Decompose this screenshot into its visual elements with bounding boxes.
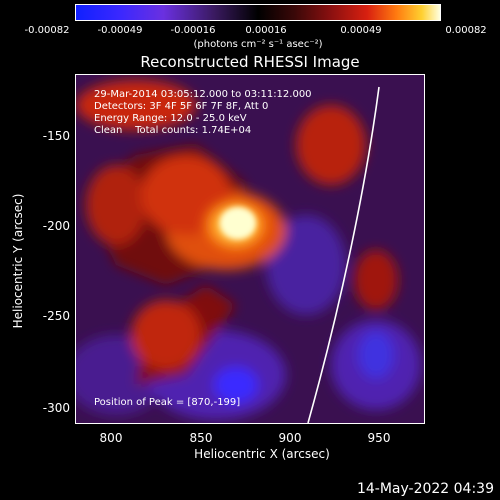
solar-limb <box>307 86 380 423</box>
y-tick: -250 <box>42 309 70 323</box>
energy-range: Energy Range: 12.0 - 25.0 keV <box>94 113 247 124</box>
peak-position: Position of Peak = [870,-199] <box>94 397 241 408</box>
clean-total-counts: Clean Total counts: 1.74E+04 <box>94 125 252 136</box>
colorbar-tick: -0.00049 <box>97 25 143 36</box>
x-tick: 800 <box>99 431 123 445</box>
x-tick: 950 <box>367 431 391 445</box>
colorbar-tick: -0.00016 <box>170 25 216 36</box>
detectors: Detectors: 3F 4F 5F 6F 7F 8F, Att 0 <box>94 101 269 112</box>
time-range: 29-Mar-2014 03:05:12.000 to 03:11:12.000 <box>94 89 312 100</box>
colorbar-units: (photons cm⁻² s⁻¹ asec⁻²) <box>193 39 323 50</box>
x-axis-label: Heliocentric X (arcsec) <box>194 447 330 461</box>
timestamp: 14-May-2022 04:39 <box>356 481 494 497</box>
colorbar <box>75 4 441 21</box>
colorbar-tick: -0.00082 <box>24 25 70 36</box>
y-tick: -150 <box>42 129 70 143</box>
colorbar-tick: 0.00016 <box>245 25 287 36</box>
x-tick: 850 <box>189 431 213 445</box>
y-tick: -300 <box>42 401 70 415</box>
y-tick: -200 <box>42 219 70 233</box>
rhessi-image <box>75 74 425 424</box>
plot-title: Reconstructed RHESSI Image <box>140 53 360 71</box>
colorbar-tick: 0.00049 <box>340 25 382 36</box>
colorbar-tick: 0.00082 <box>445 25 487 36</box>
flare-peak <box>220 207 256 239</box>
x-tick: 900 <box>278 431 302 445</box>
y-axis-label: Heliocentric Y (arcsec) <box>11 193 25 329</box>
